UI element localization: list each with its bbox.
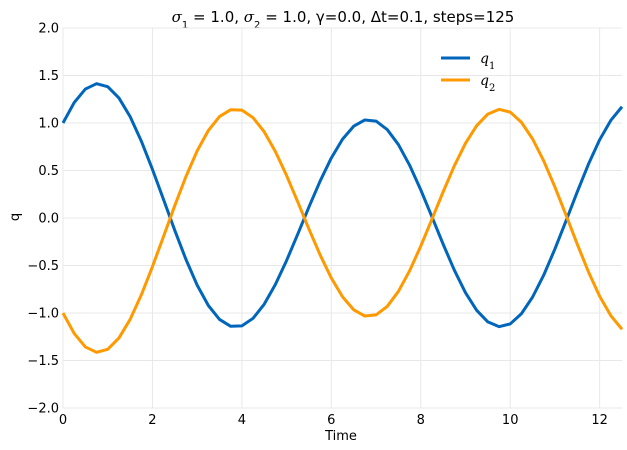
grid (62, 27, 622, 409)
title-sigma2-value: 1.0 (283, 8, 307, 26)
x-axis-ticks: 0 2 4 6 8 10 12 (59, 413, 608, 428)
title-params: , γ=0.0, Δt=0.1, steps=125 (306, 8, 514, 26)
y-tick-label: 0.5 (38, 164, 59, 179)
y-tick-label: 0.0 (38, 212, 59, 227)
series-group (61, 82, 624, 354)
y-tick-label: −2.0 (27, 402, 59, 417)
x-tick-label: 2 (148, 413, 156, 428)
y-tick-label: −0.5 (27, 259, 59, 274)
y-tick-label: 1.5 (38, 69, 59, 84)
x-tick-label: 0 (59, 413, 67, 428)
x-tick-label: 8 (417, 413, 425, 428)
y-tick-label: 1.0 (38, 117, 59, 132)
x-tick-label: 6 (327, 413, 335, 428)
y-tick-label: −1.5 (27, 354, 59, 369)
x-tick-label: 10 (502, 413, 519, 428)
legend-label-q1: q1 (480, 51, 495, 72)
chart-title: σ1 = 1.0, σ2 = 1.0, γ=0.0, Δt=0.1, steps… (172, 8, 515, 31)
legend-label-q2: q2 (480, 73, 495, 94)
series-line-q1 (61, 82, 624, 329)
y-tick-label: 2.0 (38, 22, 59, 37)
x-tick-label: 4 (238, 413, 246, 428)
title-sigma1-value: 1.0 (210, 8, 234, 26)
y-axis-label: q (8, 213, 23, 221)
x-axis-label: Time (324, 429, 357, 444)
y-tick-label: −1.0 (27, 307, 59, 322)
x-tick-label: 12 (591, 413, 608, 428)
series-line-q2 (61, 107, 624, 354)
y-axis-ticks: −2.0 −1.5 −1.0 −0.5 0.0 0.5 1.0 1.5 2.0 (27, 22, 59, 417)
